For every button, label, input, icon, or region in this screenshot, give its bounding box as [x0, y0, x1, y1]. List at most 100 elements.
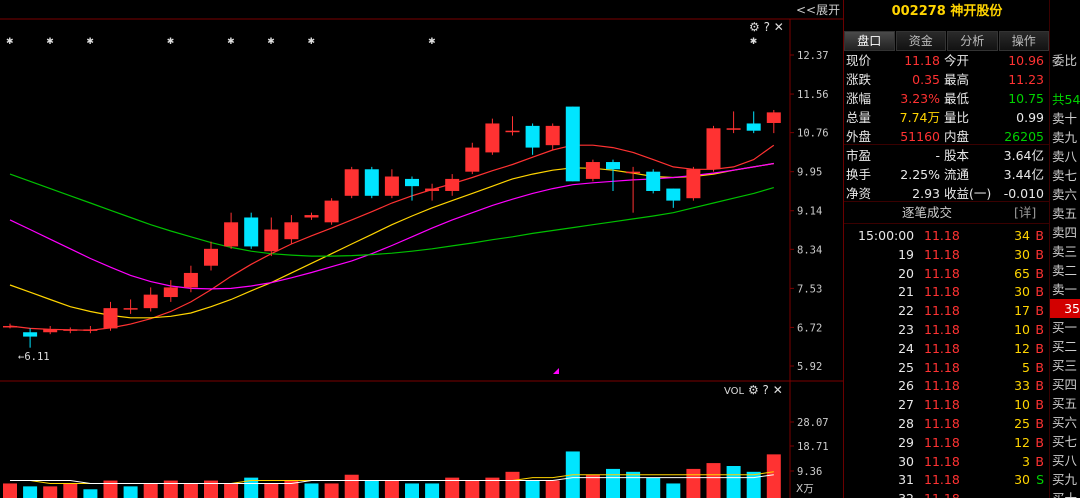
candle-body: [83, 329, 98, 331]
candle-body: [304, 215, 319, 218]
tick-price: 11.18: [924, 378, 960, 394]
volume-bar: [425, 483, 440, 498]
tick-row: 24 11.18 12 B: [844, 340, 1050, 359]
candle-body: [445, 178, 460, 191]
quote-value: 0.99: [1016, 110, 1044, 125]
help-icon[interactable]: ?: [762, 383, 769, 397]
help-icon[interactable]: ?: [763, 20, 770, 34]
order-book-label: 买二: [1052, 339, 1078, 354]
tick-volume: 10: [1014, 322, 1030, 337]
y-tick-label: 10.76: [797, 128, 829, 140]
tick-time: 21: [898, 284, 914, 300]
order-book-label: 卖二: [1052, 263, 1078, 278]
quote-value: 2.25%: [900, 167, 940, 182]
order-book-label: 买四: [1052, 377, 1078, 392]
candle-body: [23, 332, 38, 337]
expand-button[interactable]: <<展开: [796, 3, 841, 17]
vol-unit-label: X万: [796, 483, 814, 495]
tick-price: 11.18: [924, 397, 960, 413]
y-tick-label: 5.92: [797, 361, 822, 373]
quote-tabs: 盘口 资金 分析 操作: [844, 31, 1050, 51]
tick-price: 11.18: [924, 265, 960, 281]
ticks-detail-link[interactable]: [详]: [1014, 205, 1037, 220]
volume-bar: [706, 463, 721, 498]
event-star: ✱: [46, 37, 54, 47]
order-book-label: 卖八: [1052, 149, 1078, 164]
tick-price: 11.18: [924, 359, 960, 375]
tick-time: 32: [898, 490, 914, 498]
volume-bar: [545, 480, 560, 498]
tab-fenxi[interactable]: 分析: [947, 31, 998, 51]
tab-pankou[interactable]: 盘口: [844, 31, 895, 51]
kline-chart[interactable]: 12.37 11.56 10.76 9.95 9.14 8.34 7.53 6.72 5.92 ✱…: [0, 0, 843, 498]
vol-ma-line-1: [10, 474, 774, 484]
volume-bar: [103, 480, 118, 498]
ticks-title: 逐笔成交: [902, 205, 953, 220]
tick-row: 30 11.18 3 B: [844, 453, 1050, 472]
order-book-label: 买三: [1052, 358, 1078, 373]
tab-zijin[interactable]: 资金: [895, 31, 946, 51]
tick-time: 31: [898, 472, 914, 488]
tick-side: B: [1035, 416, 1044, 431]
candle-body: [505, 130, 520, 133]
vol-y-tick-label: 9.36: [797, 466, 822, 478]
volume-bar: [43, 486, 58, 498]
order-book-label: 买七: [1052, 434, 1078, 449]
volume-bar: [646, 477, 661, 498]
candle-body: [63, 329, 78, 331]
gear-icon[interactable]: ⚙: [747, 383, 759, 397]
quote-label: 最高: [944, 72, 970, 87]
tick-volume: 3: [1022, 453, 1030, 469]
tick-volume: 30: [1014, 472, 1030, 488]
candle-body: [425, 188, 440, 191]
y-tick-label: 8.34: [797, 244, 822, 256]
quote-value: 2.93: [912, 186, 940, 201]
quote-label: 换手: [846, 167, 872, 182]
quote-value: 11.23: [1008, 72, 1044, 87]
tab-caozuo[interactable]: 操作: [998, 31, 1049, 51]
range-marker: [553, 368, 559, 374]
candle-body: [103, 308, 118, 329]
tick-volume: 65: [1014, 265, 1030, 281]
order-book-label: 买十: [1052, 489, 1077, 498]
volume-bar: [465, 480, 480, 498]
tick-price: 11.18: [924, 416, 960, 431]
tick-time: 28: [898, 416, 914, 431]
order-book-label: 买五: [1052, 396, 1078, 411]
volume-bar: [23, 486, 38, 498]
divider: [844, 223, 1050, 224]
close-icon[interactable]: ✕: [772, 383, 783, 397]
candle-body: [485, 123, 500, 153]
tick-row: 27 11.18 10 B: [844, 396, 1050, 415]
candle-body: [3, 325, 17, 328]
quote-value: 11.18: [904, 53, 940, 68]
divider: [844, 201, 1050, 202]
order-book-label: 买一: [1052, 320, 1078, 335]
order-book-label: 卖十: [1052, 111, 1078, 126]
tick-time: 22: [898, 303, 914, 319]
volume-chart-icons: VOL ⚙ ? ✕: [724, 383, 783, 397]
low-price-annotation: ←6.11: [18, 351, 50, 363]
volume-bar: [384, 480, 399, 498]
order-book-label: 卖五: [1052, 206, 1078, 221]
tick-price: 11.18: [924, 340, 960, 356]
quote-value: 0.35: [912, 72, 940, 87]
candle-body: [606, 162, 620, 170]
tick-row: 26 11.18 33 B: [844, 377, 1050, 396]
candle-body: [766, 112, 781, 123]
tick-price: 11.18: [924, 246, 960, 262]
gear-icon[interactable]: ⚙: [749, 20, 760, 34]
volume-bar: [143, 483, 158, 498]
order-book-label: 委比: [1052, 53, 1078, 68]
tick-price: 11.18: [924, 434, 960, 450]
candle-body: [726, 128, 741, 130]
volume-bar: [746, 471, 761, 498]
close-icon[interactable]: ✕: [773, 20, 784, 34]
tick-side: S: [1036, 472, 1044, 488]
kline-chart-area[interactable]: 12.37 11.56 10.76 9.95 9.14 8.34 7.53 6.72 5.92 ✱…: [0, 0, 843, 498]
quote-row: 涨幅 3.23% 最低 10.75: [844, 89, 1050, 108]
tick-volume: 25: [1014, 416, 1030, 431]
quote-label: 外盘: [846, 129, 872, 144]
y-tick-label: 6.72: [797, 322, 822, 334]
candle-body: [43, 329, 58, 333]
